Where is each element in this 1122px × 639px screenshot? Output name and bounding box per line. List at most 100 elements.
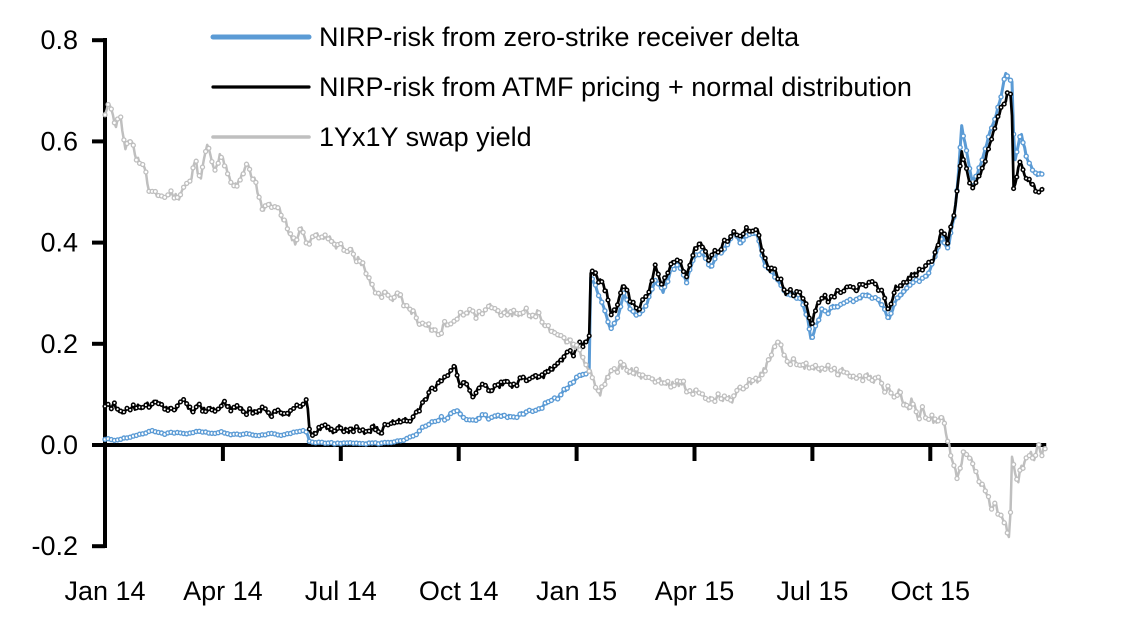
series-marker-nirp-zero-strike-delta [583,371,589,377]
series-marker-1yx1y-swap-yield [910,401,916,407]
y-axis-tick-label: -0.2 [31,531,78,561]
series-marker-nirp-atmf-normal [184,401,190,407]
series-marker-nirp-atmf-normal [1014,174,1020,180]
series-marker-1yx1y-swap-yield [1020,465,1026,471]
series-marker-nirp-atmf-normal [728,233,734,240]
series-marker-nirp-atmf-normal [706,257,712,263]
series-marker-nirp-zero-strike-delta [916,278,922,285]
series-marker-1yx1y-swap-yield [105,101,111,108]
series-marker-nirp-atmf-normal [693,246,699,252]
series-marker-1yx1y-swap-yield [825,362,831,368]
series-marker-1yx1y-swap-yield [121,137,127,143]
series-marker-1yx1y-swap-yield [165,192,171,198]
series-marker-nirp-atmf-normal [407,418,413,424]
series-marker-nirp-atmf-normal [762,255,768,261]
series-marker-nirp-atmf-normal [825,299,831,305]
series-marker-nirp-atmf-normal [636,306,643,312]
series-marker-1yx1y-swap-yield [888,390,894,396]
series-marker-nirp-zero-strike-delta [555,396,561,402]
x-axis-tick-label: Jul 15 [776,576,848,606]
series-marker-nirp-atmf-normal [338,425,344,431]
series-marker-nirp-zero-strike-delta [595,292,602,299]
series-marker-nirp-atmf-normal [432,386,438,393]
series-marker-nirp-atmf-normal [985,146,992,152]
series-marker-1yx1y-swap-yield [218,154,224,161]
series-marker-1yx1y-swap-yield [287,231,294,237]
series-marker-nirp-atmf-normal [907,276,913,282]
series-marker-nirp-zero-strike-delta [809,334,816,340]
series-marker-1yx1y-swap-yield [1039,452,1045,459]
series-marker-1yx1y-swap-yield [404,302,410,309]
series-marker-nirp-atmf-normal [941,231,947,237]
series-marker-1yx1y-swap-yield [250,176,256,182]
series-marker-1yx1y-swap-yield [360,260,366,266]
series-marker-nirp-zero-strike-delta [683,280,690,286]
series-marker-nirp-atmf-normal [221,398,228,404]
series-marker-nirp-atmf-normal [963,166,970,172]
series-marker-nirp-atmf-normal [300,401,306,407]
series-marker-1yx1y-swap-yield [498,312,504,319]
series-marker-nirp-atmf-normal [894,286,900,292]
series-marker-nirp-atmf-normal [932,249,938,255]
series-marker-1yx1y-swap-yield [649,376,655,382]
series-marker-nirp-atmf-normal [957,163,963,169]
series-marker-1yx1y-swap-yield [938,414,944,421]
series-marker-1yx1y-swap-yield [1014,476,1020,482]
series-marker-nirp-atmf-normal [410,414,416,420]
series-marker-1yx1y-swap-yield [759,372,765,378]
series-marker-1yx1y-swap-yield [523,305,529,311]
series-marker-1yx1y-swap-yield [438,330,445,337]
series-marker-nirp-zero-strike-delta [570,379,577,385]
series-marker-nirp-atmf-normal [951,213,957,219]
series-marker-1yx1y-swap-yield [941,420,948,426]
series-marker-nirp-zero-strike-delta [454,408,460,414]
series-marker-nirp-zero-strike-delta [812,323,819,329]
series-marker-nirp-atmf-normal [649,278,655,284]
series-marker-nirp-atmf-normal [995,114,1001,120]
series-marker-1yx1y-swap-yield [300,229,306,236]
series-marker-nirp-atmf-normal [451,363,457,369]
series-marker-1yx1y-swap-yield [520,309,526,316]
series-marker-1yx1y-swap-yield [102,112,108,118]
series-marker-1yx1y-swap-yield [177,192,184,198]
series-marker-nirp-zero-strike-delta [998,94,1004,100]
series-marker-nirp-atmf-normal [552,363,558,369]
series-marker-1yx1y-swap-yield [162,194,168,201]
series-marker-nirp-zero-strike-delta [416,428,423,434]
series-marker-nirp-atmf-normal [325,424,331,430]
series-marker-nirp-atmf-normal [803,301,809,307]
series-marker-nirp-atmf-normal [822,292,828,298]
series-marker-nirp-zero-strike-delta [1004,73,1010,79]
series-marker-1yx1y-swap-yield [699,391,706,397]
series-marker-nirp-atmf-normal [225,404,231,410]
series-marker-nirp-zero-strike-delta [894,295,900,301]
series-marker-nirp-atmf-normal [539,372,545,378]
series-marker-1yx1y-swap-yield [894,392,900,398]
series-marker-nirp-atmf-normal [256,408,262,414]
series-marker-nirp-zero-strike-delta [737,240,743,246]
series-marker-nirp-zero-strike-delta [457,411,463,417]
series-marker-nirp-atmf-normal [778,276,784,282]
series-marker-1yx1y-swap-yield [108,106,114,112]
series-marker-nirp-atmf-normal [979,165,985,171]
series-marker-nirp-atmf-normal [652,262,658,268]
series-marker-nirp-atmf-normal [731,228,737,235]
series-marker-1yx1y-swap-yield [831,365,838,371]
series-marker-1yx1y-swap-yield [982,488,988,494]
series-marker-nirp-atmf-normal [545,369,551,375]
series-marker-1yx1y-swap-yield [111,120,118,126]
series-marker-nirp-atmf-normal [800,295,806,302]
series-marker-1yx1y-swap-yield [240,171,246,177]
series-marker-nirp-atmf-normal [234,403,240,409]
series-marker-nirp-atmf-normal [1017,159,1023,165]
series-marker-nirp-zero-strike-delta [1029,167,1036,173]
series-marker-1yx1y-swap-yield [853,375,860,381]
series-marker-nirp-atmf-normal [218,403,224,409]
series-marker-nirp-zero-strike-delta [476,415,482,422]
series-marker-1yx1y-swap-yield [391,294,397,301]
series-marker-nirp-atmf-normal [577,339,583,345]
series-marker-1yx1y-swap-yield [963,451,970,458]
series-marker-1yx1y-swap-yield [385,292,391,298]
y-axis-tick-label: 0.6 [40,126,78,156]
series-marker-nirp-atmf-normal [954,188,960,194]
